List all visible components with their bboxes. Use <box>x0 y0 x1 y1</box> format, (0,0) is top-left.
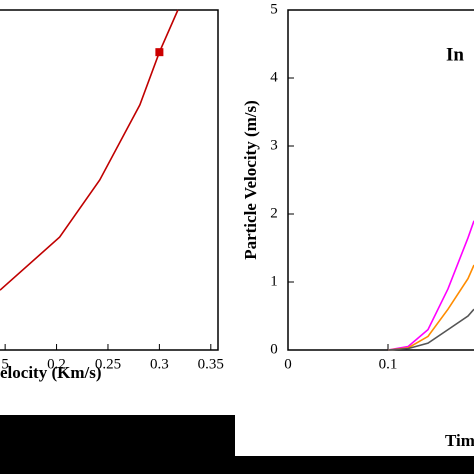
y-tick-label: 1 <box>270 273 278 289</box>
y-tick-label: 2 <box>270 205 278 221</box>
x-tick-label: 0.1 <box>379 356 398 372</box>
line <box>387 308 474 351</box>
x-axis-label: Tim <box>445 431 474 450</box>
x-tick-label: 5 <box>1 356 9 372</box>
black-band <box>0 415 235 474</box>
line <box>0 9 179 291</box>
x-tick-label: 0.35 <box>198 356 224 372</box>
annotation: In <box>446 44 464 65</box>
x-tick-label: 0.3 <box>150 356 169 372</box>
y-axis-label: Particle Velocity (m/s) <box>241 100 260 260</box>
line <box>387 220 474 351</box>
x-tick-label: 0.25 <box>95 356 121 372</box>
y-tick-label: 5 <box>270 1 278 17</box>
y-tick-label: 3 <box>270 137 278 153</box>
y-tick-label: 0 <box>270 341 278 357</box>
marker <box>155 48 164 57</box>
x-axis-label: elocity (Km/s) <box>0 363 102 382</box>
x-tick-label: 0.2 <box>47 356 66 372</box>
y-tick-label: 4 <box>270 69 278 85</box>
x-tick-label: 0 <box>284 356 292 372</box>
black-band <box>235 456 474 474</box>
